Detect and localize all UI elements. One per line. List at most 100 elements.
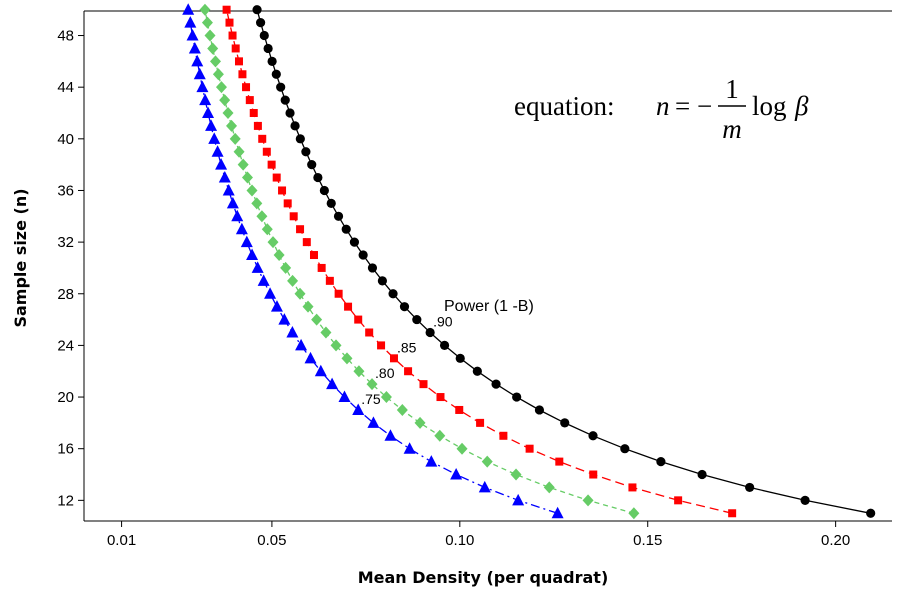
- data-point: [510, 468, 522, 481]
- y-tick-label: 44: [57, 79, 74, 96]
- series-line-p85: [225, 9, 733, 514]
- data-point: [204, 29, 216, 42]
- labels-layer: .90 .85.80 .75: [361, 313, 453, 406]
- data-point: [267, 236, 279, 249]
- y-tick-label: 36: [57, 182, 74, 199]
- series-p85: [222, 5, 737, 518]
- data-point: [388, 289, 398, 299]
- data-point: [455, 353, 465, 363]
- data-point: [241, 171, 253, 184]
- data-point: [207, 42, 219, 55]
- data-point: [225, 18, 234, 27]
- x-axis-title: Mean Density (per quadrat): [358, 568, 609, 587]
- data-point: [311, 313, 323, 326]
- data-point: [186, 29, 199, 41]
- y-tick-label: 24: [57, 337, 74, 354]
- y-axis-title: Sample size (n): [11, 188, 30, 327]
- data-point: [280, 261, 292, 274]
- data-point: [245, 96, 254, 105]
- data-point: [228, 31, 237, 40]
- power-title-annotation: Power (1 -B): [444, 298, 534, 315]
- data-point: [333, 211, 344, 221]
- data-point: [543, 481, 555, 494]
- data-point: [358, 250, 368, 260]
- data-point: [257, 274, 270, 286]
- data-point: [302, 238, 311, 247]
- data-point: [231, 44, 240, 53]
- data-point: [246, 248, 259, 261]
- data-point: [287, 274, 299, 287]
- data-point: [338, 390, 351, 403]
- data-point: [314, 364, 327, 377]
- data-point: [419, 380, 428, 389]
- data-point: [222, 183, 235, 196]
- y-tick-label: 20: [57, 389, 74, 406]
- data-point: [326, 198, 336, 208]
- data-point: [334, 289, 343, 298]
- y-tick-label: 32: [57, 234, 74, 251]
- data-point: [365, 328, 374, 337]
- data-point: [256, 210, 268, 223]
- data-point: [330, 339, 342, 352]
- x-tick-label: 0.15: [633, 532, 662, 549]
- data-point: [866, 508, 876, 518]
- data-point: [278, 313, 291, 325]
- y-tick-label: 12: [57, 492, 74, 509]
- data-point: [182, 3, 195, 15]
- data-point: [262, 147, 271, 156]
- data-point: [320, 326, 332, 339]
- data-point: [389, 354, 398, 363]
- data-point: [235, 222, 248, 235]
- series-p80: [199, 3, 640, 520]
- data-point: [270, 300, 283, 312]
- data-point: [476, 418, 485, 427]
- x-tick-label: 0.10: [445, 532, 474, 549]
- data-point: [283, 199, 292, 208]
- data-point: [326, 377, 339, 390]
- data-point: [456, 442, 468, 455]
- data-point: [286, 325, 299, 338]
- data-point: [534, 405, 545, 415]
- data-point: [272, 173, 281, 182]
- series-p90: [252, 5, 876, 518]
- data-point: [697, 469, 707, 480]
- data-point: [414, 416, 426, 429]
- series-label-p80: .80: [375, 365, 395, 381]
- data-point: [551, 506, 564, 519]
- data-point: [193, 67, 206, 80]
- data-point: [344, 302, 353, 311]
- data-point: [208, 132, 221, 144]
- y-tick-label: 40: [57, 131, 74, 148]
- data-point: [588, 431, 598, 441]
- data-point: [259, 30, 269, 41]
- data-point: [367, 416, 380, 428]
- data-point: [404, 367, 413, 376]
- data-point: [276, 82, 286, 92]
- data-point: [196, 80, 209, 93]
- data-point: [307, 160, 317, 170]
- data-point: [620, 444, 630, 454]
- data-point: [271, 69, 281, 79]
- data-point: [280, 95, 290, 105]
- series-label-p75: .75: [361, 391, 381, 407]
- data-point: [352, 403, 365, 415]
- data-point: [212, 68, 224, 81]
- data-point: [674, 496, 683, 505]
- data-point: [251, 261, 264, 273]
- data-point: [222, 5, 231, 14]
- data-point: [219, 94, 231, 107]
- data-point: [258, 134, 267, 143]
- data-point: [302, 300, 314, 313]
- data-point: [301, 147, 311, 157]
- data-point: [226, 119, 238, 132]
- data-point: [238, 70, 247, 79]
- data-point: [240, 235, 253, 248]
- data-point: [317, 263, 326, 272]
- data-point: [237, 158, 249, 171]
- data-point: [384, 429, 397, 441]
- data-point: [353, 365, 365, 378]
- data-point: [728, 509, 737, 518]
- equation-equals: =: [675, 91, 690, 121]
- equation-denominator: m: [722, 114, 742, 144]
